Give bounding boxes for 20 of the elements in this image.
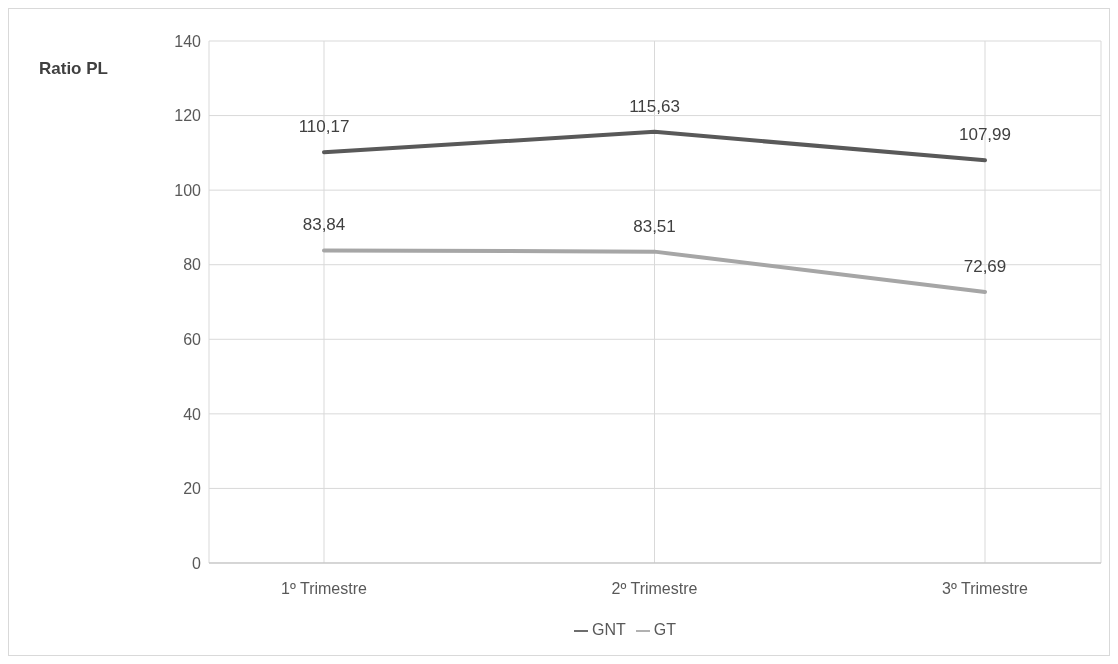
y-tick-label: 60 bbox=[183, 330, 202, 348]
data-label: 83,84 bbox=[302, 215, 346, 235]
legend-label: GT bbox=[653, 621, 676, 638]
data-label: 115,63 bbox=[629, 96, 680, 116]
data-label: 110,17 bbox=[298, 117, 350, 137]
data-label: 83,51 bbox=[633, 216, 676, 236]
y-tick-label: 80 bbox=[183, 256, 202, 274]
y-tick-label: 40 bbox=[183, 405, 202, 423]
y-tick-label: 20 bbox=[183, 480, 202, 498]
y-tick-label: 140 bbox=[174, 32, 202, 50]
x-tick-label: 3º Trimestre bbox=[942, 580, 1029, 598]
y-tick-label: 100 bbox=[174, 181, 202, 199]
data-label: 107,99 bbox=[959, 125, 1011, 145]
x-tick-label: 1º Trimestre bbox=[281, 580, 368, 598]
legend-label: GNT bbox=[592, 621, 626, 638]
y-tick-label: 120 bbox=[174, 107, 202, 125]
data-label: 72,69 bbox=[963, 256, 1007, 276]
x-tick-label: 2º Trimestre bbox=[611, 580, 698, 598]
y-tick-label: 0 bbox=[192, 554, 202, 572]
y-axis-title: Ratio PL bbox=[39, 59, 108, 79]
